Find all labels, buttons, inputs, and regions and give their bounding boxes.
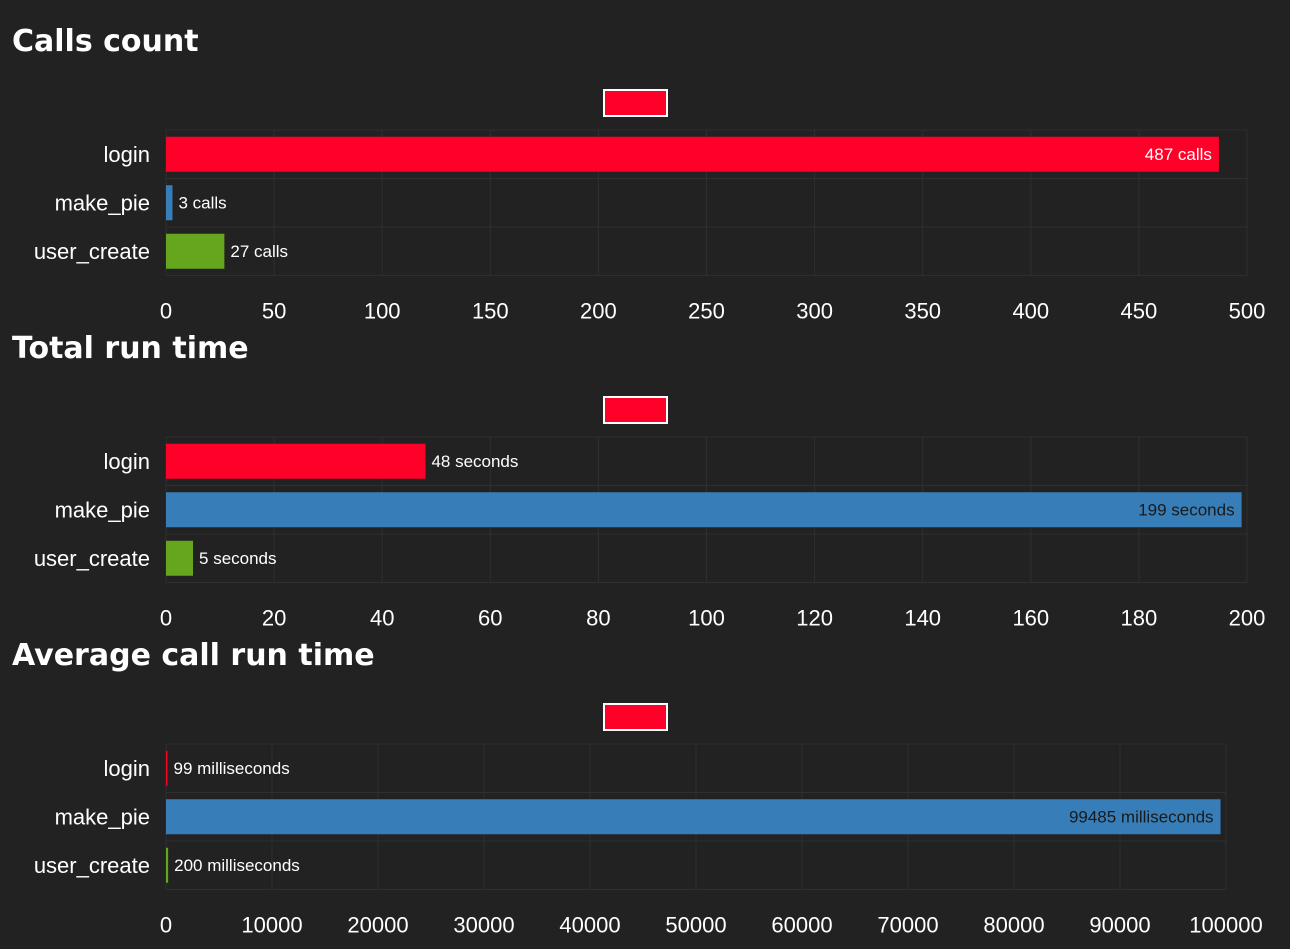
- tick-label: 90000: [1089, 913, 1150, 938]
- category-label: user_create: [34, 546, 150, 571]
- tick-label: 60000: [771, 913, 832, 938]
- data-label: 99 milliseconds: [174, 759, 290, 778]
- tick-label: 500: [1229, 299, 1266, 324]
- chart-svg: login 487 calls make_pie 3 calls user_create…: [34, 89, 1265, 324]
- chart-title: Total run time: [12, 331, 249, 366]
- tick-label: 100000: [1189, 913, 1262, 938]
- chart-svg: login 99 milliseconds make_pie 99485 millis…: [34, 703, 1263, 938]
- tick-label: 160: [1012, 606, 1049, 631]
- tick-label: 50: [262, 299, 286, 324]
- bar: [166, 540, 194, 576]
- tick-label: 10000: [241, 913, 302, 938]
- tick-label: 70000: [877, 913, 938, 938]
- data-label: 199 seconds: [1138, 500, 1234, 519]
- tick-label: 100: [364, 299, 401, 324]
- bar: [166, 750, 168, 786]
- bar: [166, 136, 1219, 172]
- legend-swatch: [603, 89, 668, 117]
- tick-label: 80000: [983, 913, 1044, 938]
- chart-total-run-time: Total run time login 48 seconds make_pie 19…: [0, 307, 1290, 631]
- tick-label: 0: [160, 299, 172, 324]
- category-label: make_pie: [55, 497, 150, 522]
- bar: [166, 185, 173, 221]
- tick-label: 40000: [559, 913, 620, 938]
- tick-label: 250: [688, 299, 725, 324]
- category-label: login: [104, 756, 150, 781]
- tick-label: 120: [796, 606, 833, 631]
- bar: [166, 799, 1221, 835]
- tick-label: 200: [580, 299, 617, 324]
- tick-label: 200: [1229, 606, 1266, 631]
- category-label: make_pie: [55, 190, 150, 215]
- bar: [166, 492, 1242, 528]
- tick-label: 20: [262, 606, 286, 631]
- category-label: user_create: [34, 239, 150, 264]
- tick-label: 150: [472, 299, 509, 324]
- tick-label: 50000: [665, 913, 726, 938]
- tick-label: 350: [904, 299, 941, 324]
- legend-swatch: [603, 703, 668, 731]
- tick-label: 40: [370, 606, 394, 631]
- chart-svg: login 48 seconds make_pie 199 seconds user_c…: [34, 396, 1265, 631]
- category-label: login: [104, 142, 150, 167]
- data-label: 487 calls: [1145, 145, 1212, 164]
- legend-swatch: [603, 396, 668, 424]
- tick-label: 450: [1121, 299, 1158, 324]
- tick-label: 60: [478, 606, 502, 631]
- data-label: 48 seconds: [431, 452, 518, 471]
- tick-label: 100: [688, 606, 725, 631]
- bar: [166, 233, 225, 269]
- data-label: 5 seconds: [199, 549, 277, 568]
- data-label: 27 calls: [230, 242, 288, 261]
- bar: [166, 847, 169, 883]
- category-label: login: [104, 449, 150, 474]
- tick-label: 400: [1012, 299, 1049, 324]
- chart-average-call-run-time: Average call run time login 99 millisecon…: [0, 614, 1290, 938]
- tick-label: 140: [904, 606, 941, 631]
- tick-label: 0: [160, 913, 172, 938]
- tick-label: 300: [796, 299, 833, 324]
- bar: [166, 443, 426, 479]
- tick-label: 30000: [453, 913, 514, 938]
- category-label: user_create: [34, 853, 150, 878]
- data-label: 200 milliseconds: [174, 856, 300, 875]
- data-label: 3 calls: [178, 193, 226, 212]
- tick-label: 20000: [347, 913, 408, 938]
- category-label: make_pie: [55, 804, 150, 829]
- tick-label: 80: [586, 606, 610, 631]
- tick-label: 180: [1121, 606, 1158, 631]
- data-label: 99485 milliseconds: [1069, 807, 1214, 826]
- chart-title: Average call run time: [12, 638, 375, 673]
- chart-calls-count: Calls count login 487 calls make_pie 3 call…: [0, 0, 1290, 324]
- chart-title: Calls count: [12, 24, 199, 59]
- tick-label: 0: [160, 606, 172, 631]
